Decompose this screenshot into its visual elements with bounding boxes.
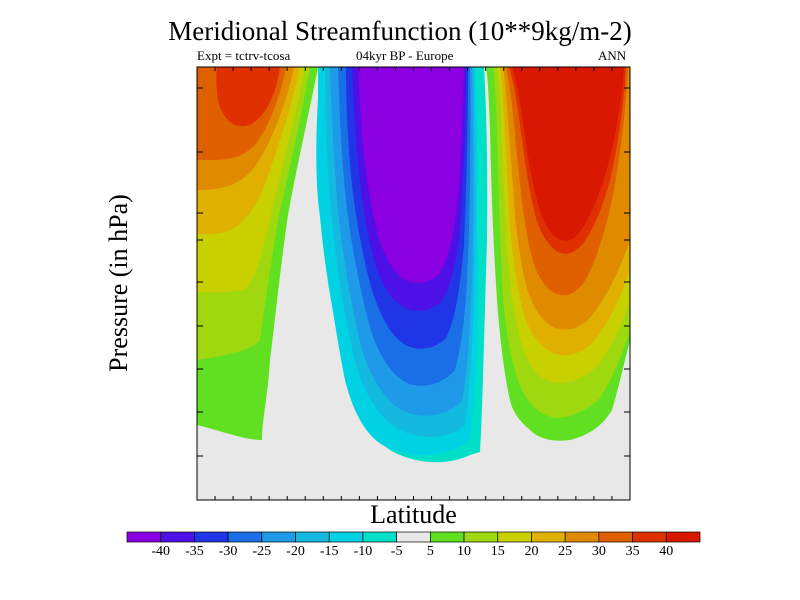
colorbar-swatch xyxy=(194,531,229,543)
contour-right-40 xyxy=(512,67,624,241)
colorbar-swatch xyxy=(227,531,263,543)
colorbar-label: 40 xyxy=(659,544,674,559)
colorbar-swatch xyxy=(396,531,431,543)
contour-center-neg40 xyxy=(358,67,464,283)
colorbar-label: -20 xyxy=(286,544,305,559)
colorbar-swatch xyxy=(564,531,600,543)
colorbar-label: 5 xyxy=(426,544,434,559)
colorbar-label: 25 xyxy=(558,544,573,559)
season-label: ANN xyxy=(598,48,627,63)
colorbar-label: -30 xyxy=(218,544,238,559)
colorbar-swatch xyxy=(463,531,499,543)
colorbar-label: 20 xyxy=(524,544,539,559)
colorbar-swatch xyxy=(261,531,296,543)
colorbar-label: -15 xyxy=(319,544,339,559)
colorbar-label: 30 xyxy=(591,544,606,559)
colorbar-label: -10 xyxy=(353,544,373,559)
experiment-label: Expt = tctrv-tcosa xyxy=(197,48,291,63)
colorbar-swatch xyxy=(665,531,701,543)
contour-left-35 xyxy=(216,67,280,127)
colorbar-label: 10 xyxy=(457,544,472,559)
colorbar-label: 35 xyxy=(625,544,640,559)
colorbar-label: -25 xyxy=(252,544,272,559)
contour-fill xyxy=(197,67,630,463)
colorbar xyxy=(126,531,701,543)
colorbar-label: -35 xyxy=(185,544,204,559)
colorbar-swatch xyxy=(362,531,397,543)
colorbar-swatch xyxy=(328,531,364,543)
colorbar-swatch xyxy=(598,531,633,543)
x-axis-label: Latitude xyxy=(370,500,457,529)
colorbar-swatch xyxy=(295,531,330,543)
axis-ticks xyxy=(197,67,630,500)
colorbar-swatch xyxy=(632,531,667,543)
colorbar-swatch xyxy=(126,531,162,543)
colorbar-label: -5 xyxy=(390,544,403,559)
colorbar-swatch xyxy=(497,531,532,543)
colorbar-swatch xyxy=(531,531,566,543)
period-region-label: 04kyr BP - Europe xyxy=(356,48,454,63)
colorbar-label: -40 xyxy=(151,544,171,559)
chart-title: Meridional Streamfunction (10**9kg/m-2) xyxy=(168,16,632,46)
colorbar-swatch xyxy=(160,531,195,543)
colorbar-swatch xyxy=(430,531,465,543)
colorbar-label: 15 xyxy=(490,544,505,559)
